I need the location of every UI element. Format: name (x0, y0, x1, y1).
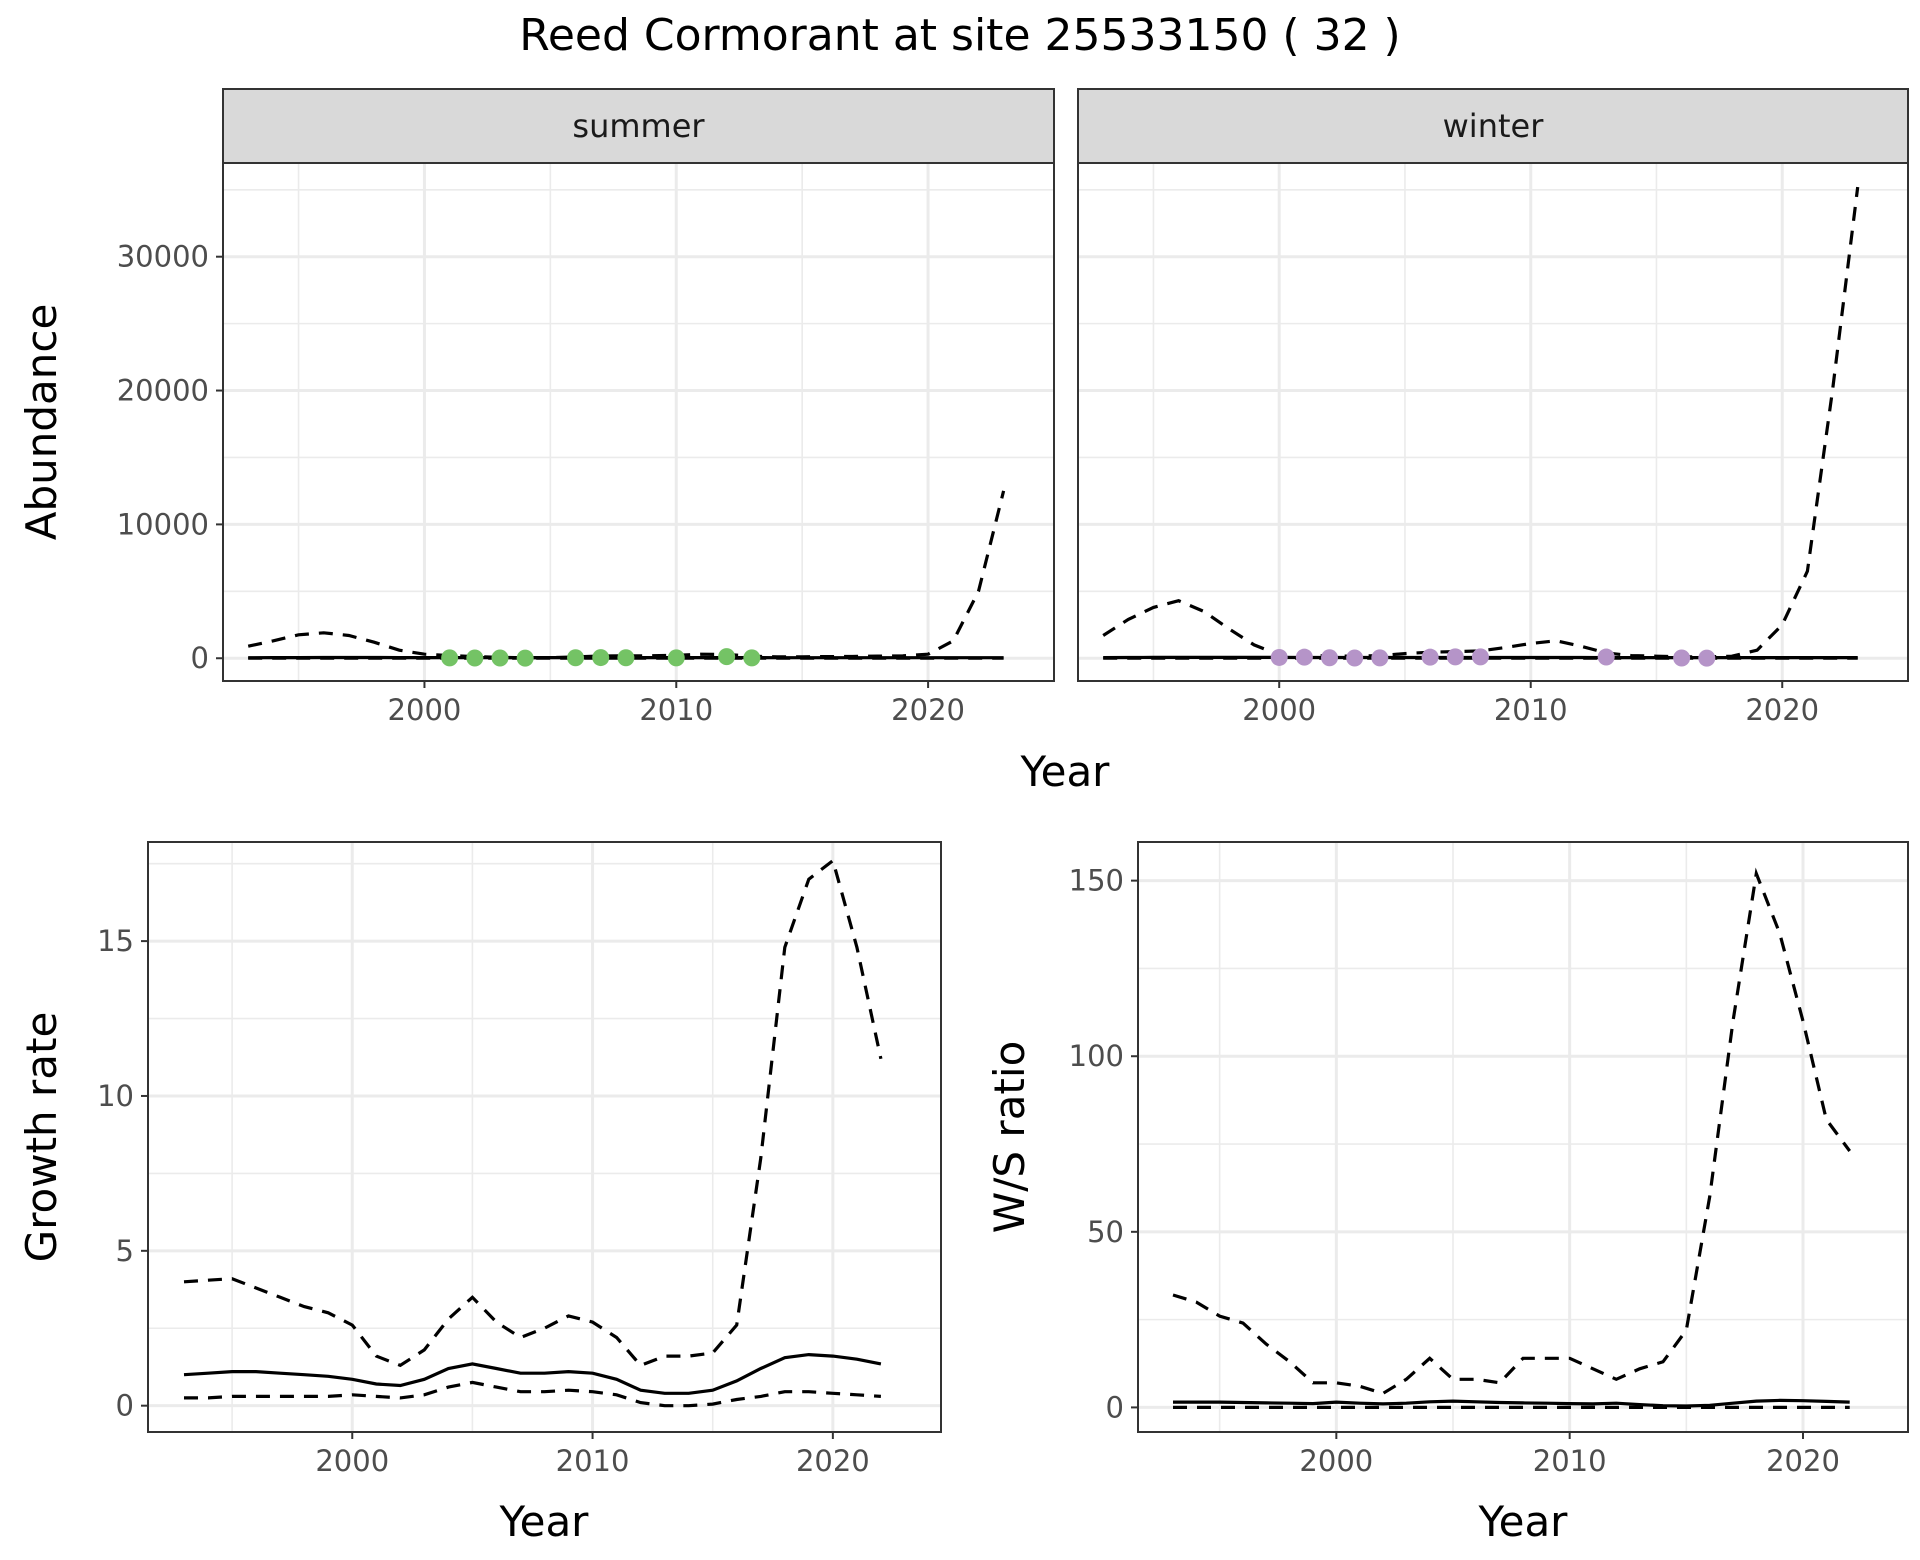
data-point (1295, 648, 1313, 666)
ws-ratio-chart: 2000 2010 2020 0 50 100 150 Year W/S ratio (985, 841, 1909, 1546)
y-tick-label: 10000 (117, 507, 209, 541)
y-tick-label: 15 (97, 924, 134, 958)
series-line-1 (1102, 186, 1860, 659)
series-line-1 (183, 857, 883, 1368)
y-tick-label: 5 (116, 1234, 134, 1268)
y-tick-label: 0 (191, 641, 209, 675)
data-point (718, 648, 736, 666)
series-line-2 (184, 1380, 882, 1408)
series-line-0 (183, 1352, 882, 1395)
x-tick-label: 2020 (796, 1444, 870, 1478)
data-point (667, 649, 685, 667)
x-tick-label: 2020 (1766, 1444, 1840, 1478)
y-tick-label: 20000 (117, 374, 209, 408)
data-point (1597, 648, 1615, 666)
y-tick-label: 30000 (117, 240, 209, 274)
y-tick-label: 150 (1069, 864, 1124, 898)
chart-title: Reed Cormorant at site 25533150 ( 32 ) (519, 10, 1400, 61)
y-axis-title: Abundance (17, 304, 66, 541)
facet-winter: winter 2000 2010 2020 (1077, 88, 1909, 727)
y-axis-title: W/S ratio (985, 1041, 1034, 1234)
data-point (466, 649, 484, 667)
x-tick-label: 2010 (1533, 1444, 1607, 1478)
data-point (1346, 649, 1364, 667)
x-axis-title: Year (499, 1497, 590, 1546)
x-tick-label: 2000 (1299, 1444, 1373, 1478)
panel-border (222, 162, 1055, 682)
data-point (592, 649, 610, 667)
abundance-chart: summer 2000 2010 2020 0 10000 20000 30000 winter… (17, 88, 1909, 796)
data-point (1421, 648, 1439, 666)
data-point (441, 649, 459, 667)
data-point (617, 649, 635, 667)
x-axis-title: Year (1478, 1497, 1569, 1546)
x-tick-label: 2010 (639, 693, 713, 727)
data-point (1321, 649, 1339, 667)
x-tick-label: 2000 (388, 693, 462, 727)
x-axis-title: Year (1020, 747, 1111, 796)
x-tick-label: 2000 (1242, 693, 1316, 727)
data-point (1371, 649, 1389, 667)
x-tick-label: 2000 (315, 1444, 389, 1478)
data-point (491, 649, 509, 667)
y-tick-label: 10 (97, 1079, 134, 1113)
x-tick-label: 2010 (556, 1444, 630, 1478)
x-tick-label: 2020 (1745, 693, 1819, 727)
data-point (1471, 648, 1489, 666)
panel-border (1077, 162, 1909, 682)
data-point (516, 649, 534, 667)
x-tick-label: 2010 (1494, 693, 1568, 727)
data-point (1270, 648, 1288, 666)
y-tick-label: 100 (1069, 1039, 1124, 1073)
data-point (567, 649, 585, 667)
facet-strip (222, 88, 1055, 164)
data-point (1673, 649, 1691, 667)
panel-border (147, 841, 942, 1433)
y-axis-title: Growth rate (17, 1012, 66, 1263)
series-line-1 (247, 490, 1006, 660)
data-point (1446, 648, 1464, 666)
y-tick-label: 0 (116, 1389, 134, 1423)
data-point (1698, 649, 1716, 667)
growth-rate-chart: 2000 2010 2020 0 5 10 15 Year Growth rate (17, 841, 942, 1546)
data-point (743, 649, 761, 667)
panel-border (1137, 841, 1909, 1433)
series-line-1 (1172, 867, 1851, 1396)
facet-strip (1077, 88, 1909, 164)
series-line-0 (1173, 1398, 1850, 1408)
y-tick-label: 50 (1087, 1215, 1124, 1249)
facet-strip-label: winter (1443, 107, 1545, 145)
x-tick-label: 2020 (891, 693, 965, 727)
y-tick-label: 0 (1106, 1390, 1124, 1424)
facet-summer: summer 2000 2010 2020 0 10000 20000 30000 (117, 88, 1055, 727)
facet-strip-label: summer (572, 107, 705, 145)
